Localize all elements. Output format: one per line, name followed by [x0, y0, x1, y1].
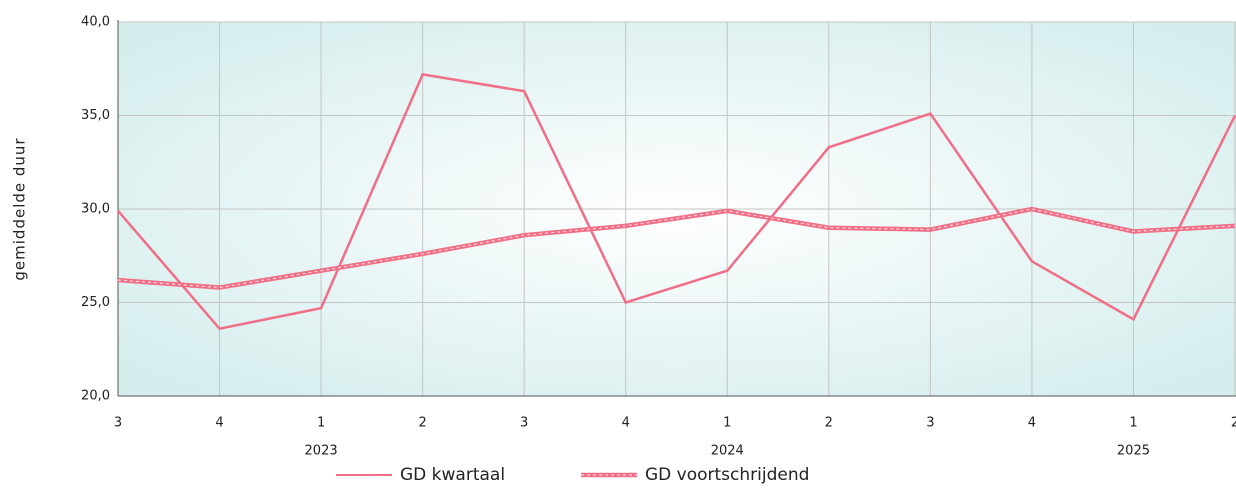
x-tick-label: 4: [215, 416, 223, 431]
x-tick-label: 3: [114, 416, 122, 431]
legend-label: GD kwartaal: [400, 465, 505, 485]
y-tick-label: 40,0: [81, 15, 110, 30]
y-tick-label: 35,0: [81, 108, 110, 123]
x-tick-label: 2: [418, 416, 426, 431]
x-group-label: 2025: [1117, 444, 1150, 459]
y-tick-label: 30,0: [81, 202, 110, 217]
y-axis-label: gemiddelde duur: [11, 137, 29, 280]
series-line: [117, 72, 1236, 331]
x-tick-label: 3: [926, 416, 934, 431]
x-tick-label: 4: [1028, 416, 1036, 431]
x-tick-label: 1: [1129, 416, 1137, 431]
legend-label: GD voortschrijdend: [645, 465, 809, 485]
x-tick-label: 1: [317, 416, 325, 431]
x-group-label: 2024: [711, 444, 744, 459]
y-tick-label: 20,0: [81, 389, 110, 404]
x-tick-label: 2: [825, 416, 833, 431]
x-tick-label: 4: [622, 416, 630, 431]
x-tick-label: 1: [723, 416, 731, 431]
y-tick-label: 25,0: [81, 295, 110, 310]
series-line-dash: [117, 208, 1236, 289]
x-tick-label: 3: [520, 416, 528, 431]
x-group-label: 2023: [305, 444, 338, 459]
x-tick-label: 2: [1231, 416, 1236, 431]
